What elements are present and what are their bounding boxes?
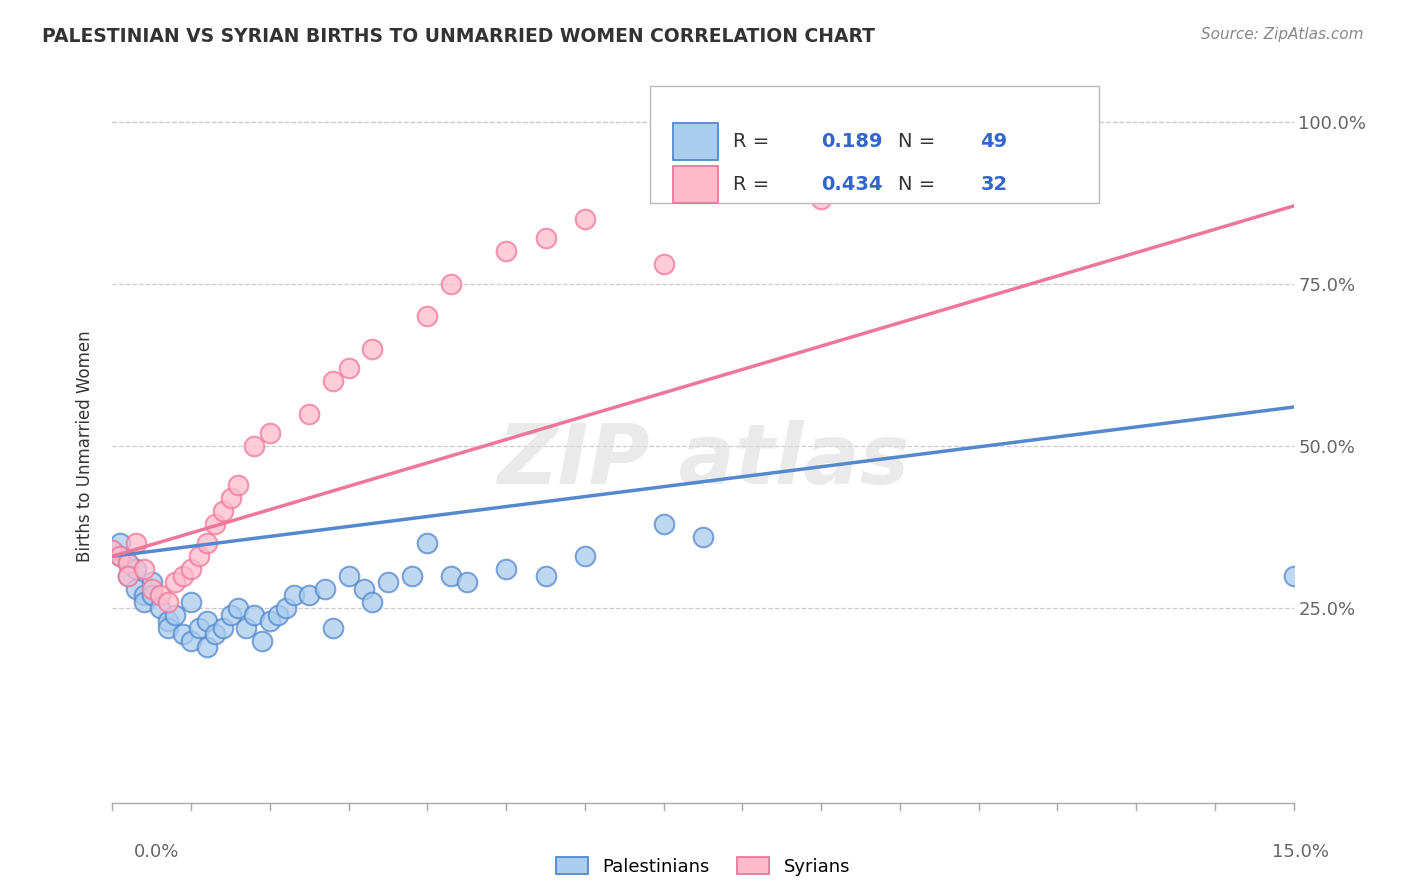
Point	[125, 582, 148, 596]
Point	[574, 211, 596, 226]
Point	[401, 568, 423, 582]
Point	[195, 614, 218, 628]
Point	[361, 342, 384, 356]
Point	[195, 640, 218, 654]
Point	[243, 607, 266, 622]
Text: 32: 32	[980, 175, 1008, 194]
Point	[101, 542, 124, 557]
Text: Source: ZipAtlas.com: Source: ZipAtlas.com	[1201, 27, 1364, 42]
Point	[283, 588, 305, 602]
Point	[692, 530, 714, 544]
Point	[228, 601, 250, 615]
Point	[243, 439, 266, 453]
Point	[188, 621, 211, 635]
Point	[188, 549, 211, 564]
Text: 0.189: 0.189	[821, 132, 883, 151]
Text: R =: R =	[733, 132, 775, 151]
Point	[132, 562, 155, 576]
Text: ZIP atlas: ZIP atlas	[496, 420, 910, 500]
Point	[156, 621, 179, 635]
Text: N =: N =	[898, 175, 942, 194]
Point	[314, 582, 336, 596]
Point	[156, 614, 179, 628]
Point	[156, 595, 179, 609]
Point	[117, 556, 139, 570]
Point	[125, 562, 148, 576]
Point	[250, 633, 273, 648]
Point	[810, 193, 832, 207]
FancyBboxPatch shape	[673, 166, 718, 202]
Point	[456, 575, 478, 590]
Point	[440, 568, 463, 582]
Point	[267, 607, 290, 622]
Point	[298, 407, 321, 421]
Y-axis label: Births to Unmarried Women: Births to Unmarried Women	[76, 330, 94, 562]
Point	[141, 575, 163, 590]
Text: R =: R =	[733, 175, 775, 194]
Point	[110, 536, 132, 550]
Point	[337, 568, 360, 582]
Text: 0.0%: 0.0%	[134, 843, 179, 861]
Point	[534, 568, 557, 582]
Point	[495, 244, 517, 259]
Point	[259, 614, 281, 628]
Point	[228, 478, 250, 492]
Point	[132, 588, 155, 602]
Point	[110, 549, 132, 564]
Point	[770, 179, 793, 194]
Point	[219, 491, 242, 505]
Point	[440, 277, 463, 291]
Point	[219, 607, 242, 622]
Point	[259, 425, 281, 440]
Point	[110, 549, 132, 564]
Point	[149, 601, 172, 615]
Point	[361, 595, 384, 609]
Point	[652, 516, 675, 531]
FancyBboxPatch shape	[650, 86, 1098, 203]
Point	[125, 536, 148, 550]
Point	[204, 627, 226, 641]
Point	[211, 621, 233, 635]
Point	[117, 568, 139, 582]
Point	[211, 504, 233, 518]
Point	[274, 601, 297, 615]
Legend: Palestinians, Syrians: Palestinians, Syrians	[548, 850, 858, 883]
Text: N =: N =	[898, 132, 942, 151]
Point	[132, 595, 155, 609]
Point	[101, 542, 124, 557]
Point	[204, 516, 226, 531]
Point	[180, 633, 202, 648]
Point	[534, 231, 557, 245]
Point	[180, 595, 202, 609]
Point	[1282, 568, 1305, 582]
Text: 0.434: 0.434	[821, 175, 883, 194]
Point	[353, 582, 375, 596]
FancyBboxPatch shape	[673, 123, 718, 160]
Text: 15.0%: 15.0%	[1271, 843, 1329, 861]
Point	[141, 588, 163, 602]
Point	[298, 588, 321, 602]
Point	[337, 361, 360, 376]
Point	[172, 627, 194, 641]
Point	[377, 575, 399, 590]
Point	[180, 562, 202, 576]
Point	[322, 374, 344, 388]
Point	[141, 582, 163, 596]
Text: PALESTINIAN VS SYRIAN BIRTHS TO UNMARRIED WOMEN CORRELATION CHART: PALESTINIAN VS SYRIAN BIRTHS TO UNMARRIE…	[42, 27, 875, 45]
Point	[322, 621, 344, 635]
Point	[652, 257, 675, 271]
Point	[165, 607, 187, 622]
Point	[195, 536, 218, 550]
Point	[149, 588, 172, 602]
Point	[416, 310, 439, 324]
Point	[165, 575, 187, 590]
Point	[574, 549, 596, 564]
Point	[117, 568, 139, 582]
Point	[495, 562, 517, 576]
Point	[172, 568, 194, 582]
Point	[117, 556, 139, 570]
Point	[416, 536, 439, 550]
Text: 49: 49	[980, 132, 1008, 151]
Point	[235, 621, 257, 635]
